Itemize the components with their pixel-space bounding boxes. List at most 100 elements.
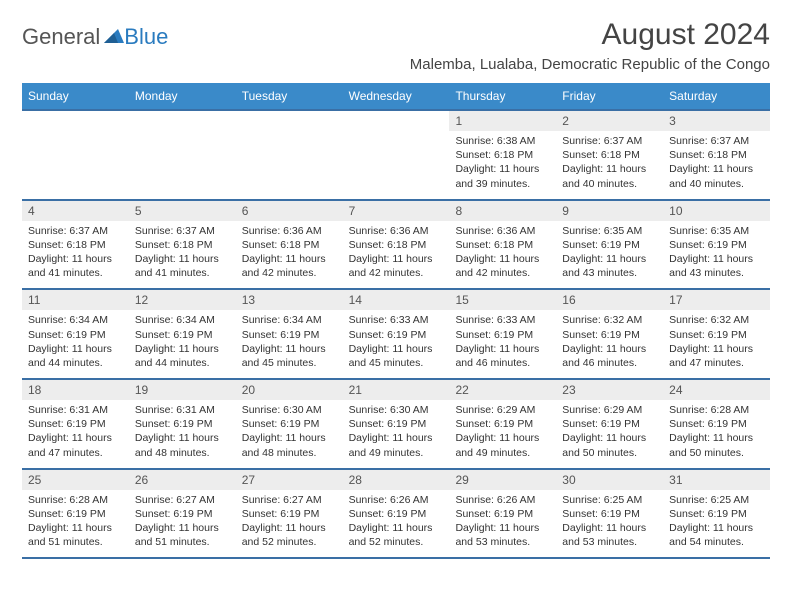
day-body: Sunrise: 6:35 AMSunset: 6:19 PMDaylight:… [556, 221, 663, 289]
day-number: 29 [449, 470, 556, 490]
sunset-text: Sunset: 6:19 PM [669, 328, 764, 342]
day-cell: 27Sunrise: 6:27 AMSunset: 6:19 PMDayligh… [236, 470, 343, 558]
day-body: Sunrise: 6:37 AMSunset: 6:18 PMDaylight:… [556, 131, 663, 199]
day-number: 24 [663, 380, 770, 400]
day-cell: 21Sunrise: 6:30 AMSunset: 6:19 PMDayligh… [343, 380, 450, 468]
day-body: Sunrise: 6:29 AMSunset: 6:19 PMDaylight:… [556, 400, 663, 468]
sunset-text: Sunset: 6:19 PM [135, 507, 230, 521]
day-body: Sunrise: 6:36 AMSunset: 6:18 PMDaylight:… [449, 221, 556, 289]
sunset-text: Sunset: 6:19 PM [669, 507, 764, 521]
day-body: Sunrise: 6:35 AMSunset: 6:19 PMDaylight:… [663, 221, 770, 289]
sunset-text: Sunset: 6:19 PM [242, 417, 337, 431]
logo-text-blue: Blue [124, 24, 168, 50]
sunset-text: Sunset: 6:19 PM [562, 417, 657, 431]
header: General Blue August 2024 Malemba, Lualab… [22, 18, 770, 73]
daylight-text: Daylight: 11 hours and 41 minutes. [135, 252, 230, 280]
day-cell [236, 111, 343, 199]
title-block: August 2024 Malemba, Lualaba, Democratic… [410, 18, 770, 73]
day-cell [22, 111, 129, 199]
daylight-text: Daylight: 11 hours and 48 minutes. [135, 431, 230, 459]
day-body: Sunrise: 6:27 AMSunset: 6:19 PMDaylight:… [236, 490, 343, 558]
day-cell: 19Sunrise: 6:31 AMSunset: 6:19 PMDayligh… [129, 380, 236, 468]
day-cell: 5Sunrise: 6:37 AMSunset: 6:18 PMDaylight… [129, 201, 236, 289]
day-cell [343, 111, 450, 199]
day-body: Sunrise: 6:29 AMSunset: 6:19 PMDaylight:… [449, 400, 556, 468]
week-row: 18Sunrise: 6:31 AMSunset: 6:19 PMDayligh… [22, 378, 770, 468]
day-body: Sunrise: 6:37 AMSunset: 6:18 PMDaylight:… [129, 221, 236, 289]
day-cell: 22Sunrise: 6:29 AMSunset: 6:19 PMDayligh… [449, 380, 556, 468]
day-number: 15 [449, 290, 556, 310]
sunrise-text: Sunrise: 6:32 AM [562, 313, 657, 327]
daylight-text: Daylight: 11 hours and 43 minutes. [562, 252, 657, 280]
day-cell: 7Sunrise: 6:36 AMSunset: 6:18 PMDaylight… [343, 201, 450, 289]
sunrise-text: Sunrise: 6:28 AM [28, 493, 123, 507]
sunrise-text: Sunrise: 6:36 AM [455, 224, 550, 238]
day-body: Sunrise: 6:34 AMSunset: 6:19 PMDaylight:… [22, 310, 129, 378]
sunset-text: Sunset: 6:19 PM [242, 328, 337, 342]
daylight-text: Daylight: 11 hours and 42 minutes. [455, 252, 550, 280]
sunrise-text: Sunrise: 6:34 AM [28, 313, 123, 327]
weekday-header: Friday [556, 83, 663, 109]
day-cell: 2Sunrise: 6:37 AMSunset: 6:18 PMDaylight… [556, 111, 663, 199]
sunset-text: Sunset: 6:19 PM [135, 328, 230, 342]
day-body: Sunrise: 6:27 AMSunset: 6:19 PMDaylight:… [129, 490, 236, 558]
daylight-text: Daylight: 11 hours and 53 minutes. [455, 521, 550, 549]
sunset-text: Sunset: 6:19 PM [349, 417, 444, 431]
daylight-text: Daylight: 11 hours and 46 minutes. [562, 342, 657, 370]
day-number: 4 [22, 201, 129, 221]
sunset-text: Sunset: 6:19 PM [28, 507, 123, 521]
day-cell: 30Sunrise: 6:25 AMSunset: 6:19 PMDayligh… [556, 470, 663, 558]
daylight-text: Daylight: 11 hours and 44 minutes. [28, 342, 123, 370]
day-body: Sunrise: 6:38 AMSunset: 6:18 PMDaylight:… [449, 131, 556, 199]
logo-triangle-icon [104, 27, 124, 48]
day-number: 12 [129, 290, 236, 310]
sunrise-text: Sunrise: 6:37 AM [135, 224, 230, 238]
day-number: 28 [343, 470, 450, 490]
day-body: Sunrise: 6:32 AMSunset: 6:19 PMDaylight:… [556, 310, 663, 378]
daylight-text: Daylight: 11 hours and 51 minutes. [135, 521, 230, 549]
sunset-text: Sunset: 6:19 PM [669, 238, 764, 252]
day-number: 1 [449, 111, 556, 131]
sunrise-text: Sunrise: 6:37 AM [28, 224, 123, 238]
sunset-text: Sunset: 6:18 PM [135, 238, 230, 252]
sunset-text: Sunset: 6:18 PM [455, 238, 550, 252]
sunset-text: Sunset: 6:19 PM [455, 328, 550, 342]
day-body: Sunrise: 6:30 AMSunset: 6:19 PMDaylight:… [343, 400, 450, 468]
sunset-text: Sunset: 6:19 PM [28, 328, 123, 342]
day-body: Sunrise: 6:31 AMSunset: 6:19 PMDaylight:… [129, 400, 236, 468]
daylight-text: Daylight: 11 hours and 49 minutes. [455, 431, 550, 459]
sunrise-text: Sunrise: 6:29 AM [562, 403, 657, 417]
location-text: Malemba, Lualaba, Democratic Republic of… [410, 56, 770, 73]
sunrise-text: Sunrise: 6:27 AM [135, 493, 230, 507]
day-cell: 13Sunrise: 6:34 AMSunset: 6:19 PMDayligh… [236, 290, 343, 378]
day-cell: 15Sunrise: 6:33 AMSunset: 6:19 PMDayligh… [449, 290, 556, 378]
sunrise-text: Sunrise: 6:37 AM [669, 134, 764, 148]
day-number [22, 111, 129, 129]
day-number: 23 [556, 380, 663, 400]
daylight-text: Daylight: 11 hours and 46 minutes. [455, 342, 550, 370]
sunset-text: Sunset: 6:19 PM [28, 417, 123, 431]
day-body: Sunrise: 6:37 AMSunset: 6:18 PMDaylight:… [663, 131, 770, 199]
daylight-text: Daylight: 11 hours and 40 minutes. [562, 162, 657, 190]
sunrise-text: Sunrise: 6:28 AM [669, 403, 764, 417]
week-row: 25Sunrise: 6:28 AMSunset: 6:19 PMDayligh… [22, 468, 770, 560]
sunrise-text: Sunrise: 6:38 AM [455, 134, 550, 148]
day-body: Sunrise: 6:33 AMSunset: 6:19 PMDaylight:… [343, 310, 450, 378]
day-cell: 14Sunrise: 6:33 AMSunset: 6:19 PMDayligh… [343, 290, 450, 378]
day-cell: 17Sunrise: 6:32 AMSunset: 6:19 PMDayligh… [663, 290, 770, 378]
day-cell: 29Sunrise: 6:26 AMSunset: 6:19 PMDayligh… [449, 470, 556, 558]
sunset-text: Sunset: 6:19 PM [242, 507, 337, 521]
day-number: 2 [556, 111, 663, 131]
day-cell: 26Sunrise: 6:27 AMSunset: 6:19 PMDayligh… [129, 470, 236, 558]
day-body: Sunrise: 6:32 AMSunset: 6:19 PMDaylight:… [663, 310, 770, 378]
day-cell [129, 111, 236, 199]
daylight-text: Daylight: 11 hours and 54 minutes. [669, 521, 764, 549]
daylight-text: Daylight: 11 hours and 44 minutes. [135, 342, 230, 370]
day-body: Sunrise: 6:36 AMSunset: 6:18 PMDaylight:… [343, 221, 450, 289]
logo: General Blue [22, 24, 168, 50]
daylight-text: Daylight: 11 hours and 51 minutes. [28, 521, 123, 549]
sunrise-text: Sunrise: 6:30 AM [349, 403, 444, 417]
daylight-text: Daylight: 11 hours and 42 minutes. [242, 252, 337, 280]
day-cell: 12Sunrise: 6:34 AMSunset: 6:19 PMDayligh… [129, 290, 236, 378]
day-number: 16 [556, 290, 663, 310]
